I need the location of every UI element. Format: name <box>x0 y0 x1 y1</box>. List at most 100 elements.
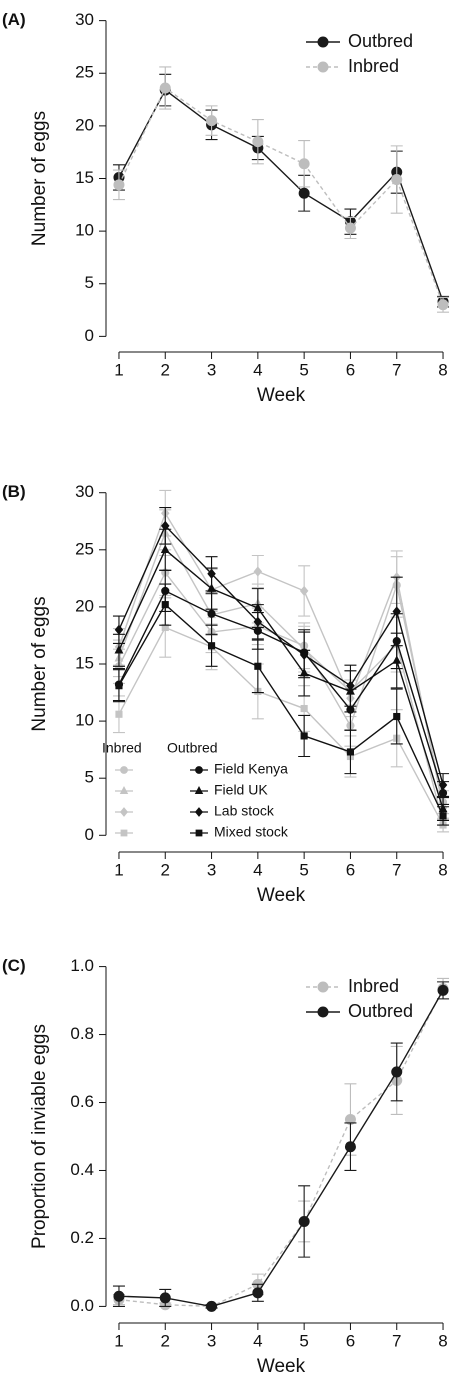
point <box>252 1287 264 1299</box>
y-tick-label: 0.6 <box>70 1092 94 1111</box>
series-line <box>118 990 444 1308</box>
y-tick-label: 0.2 <box>70 1228 94 1247</box>
y-tick-label: 30 <box>75 10 94 29</box>
legend-marker <box>120 766 128 774</box>
y-tick-label: 1.0 <box>70 956 94 975</box>
y-tick-label: 25 <box>75 63 94 82</box>
point <box>159 1292 171 1304</box>
x-tick-label: 5 <box>299 860 308 879</box>
point <box>344 222 356 234</box>
y-tick-label: 0.4 <box>70 1160 94 1179</box>
point <box>437 984 449 996</box>
point <box>206 1300 218 1312</box>
legend-marker <box>317 1006 329 1018</box>
series-line <box>118 511 444 809</box>
y-tick-label: 0.0 <box>70 1296 94 1315</box>
legend-marker <box>317 61 329 73</box>
point <box>300 704 308 713</box>
point <box>252 136 264 148</box>
point <box>392 655 402 664</box>
y-axis-title: Proportion of inviable eggs <box>29 1024 50 1249</box>
series-line <box>118 548 444 810</box>
x-tick-label: 4 <box>253 860 262 879</box>
series-line <box>118 86 444 306</box>
legend-marker <box>194 807 204 817</box>
y-axis-title: Number of eggs <box>29 596 50 731</box>
y-tick-label: 15 <box>75 653 94 672</box>
point <box>393 712 401 721</box>
point <box>344 1141 356 1153</box>
x-tick-label: 4 <box>253 1331 262 1350</box>
legend-label: Inbred <box>348 976 399 996</box>
point <box>298 187 310 199</box>
legend-label: Field Kenya <box>214 761 288 777</box>
legend-marker <box>195 829 203 837</box>
series-line <box>118 603 444 817</box>
legend-marker <box>195 766 203 774</box>
legend-label: Mixed stock <box>214 824 289 840</box>
y-tick-label: 0 <box>85 825 94 844</box>
point <box>299 649 309 660</box>
x-tick-label: 6 <box>346 360 355 379</box>
y-tick-label: 20 <box>75 115 94 134</box>
point <box>113 1290 125 1302</box>
x-tick-label: 6 <box>346 860 355 879</box>
y-tick-label: 5 <box>85 273 94 292</box>
point <box>115 682 123 690</box>
point <box>391 174 403 186</box>
y-tick-label: 0 <box>85 326 94 345</box>
point <box>439 812 447 820</box>
point <box>114 645 124 654</box>
point <box>207 568 216 579</box>
x-tick-label: 7 <box>392 360 401 379</box>
point <box>115 710 123 718</box>
series-line <box>118 89 444 302</box>
x-tick-label: 2 <box>161 360 170 379</box>
y-tick-label: 25 <box>75 539 94 558</box>
x-tick-label: 3 <box>207 360 216 379</box>
legend-label: Inbred <box>348 56 399 76</box>
point <box>298 1215 310 1227</box>
x-axis-title: Week <box>257 385 306 406</box>
x-tick-label: 8 <box>438 1331 447 1350</box>
point <box>299 585 309 597</box>
series-line <box>118 524 444 786</box>
point <box>391 1066 403 1078</box>
legend-marker <box>119 786 129 795</box>
x-tick-label: 3 <box>207 1331 216 1350</box>
series-line <box>118 571 444 803</box>
legend-label: Field UK <box>214 782 268 798</box>
point <box>437 299 449 311</box>
point <box>206 115 218 127</box>
x-tick-label: 3 <box>207 860 216 879</box>
y-tick-label: 10 <box>75 221 94 240</box>
point <box>160 544 170 554</box>
y-tick-label: 0.8 <box>70 1024 94 1043</box>
x-tick-label: 8 <box>438 360 447 379</box>
x-tick-label: 1 <box>114 1331 123 1350</box>
legend-marker <box>317 36 329 48</box>
x-tick-label: 2 <box>161 1331 170 1350</box>
x-tick-label: 5 <box>299 360 308 379</box>
point <box>346 680 355 691</box>
x-tick-label: 7 <box>392 860 401 879</box>
point <box>253 616 263 627</box>
point <box>161 520 170 531</box>
x-tick-label: 1 <box>114 360 123 379</box>
panel-label: (A) <box>2 10 26 29</box>
legend-header: Outbred <box>167 740 218 756</box>
point <box>207 642 216 650</box>
legend-label: Lab stock <box>214 803 275 819</box>
legend-label: Outbred <box>348 31 413 51</box>
point <box>207 609 216 618</box>
x-tick-label: 5 <box>299 1331 308 1350</box>
point <box>438 779 448 791</box>
point <box>300 732 308 740</box>
point <box>346 748 355 756</box>
legend-marker <box>119 807 129 817</box>
x-tick-label: 6 <box>346 1331 355 1350</box>
x-tick-label: 7 <box>392 1331 401 1350</box>
point <box>113 179 125 191</box>
panel-label: (B) <box>2 482 26 501</box>
y-tick-label: 10 <box>75 711 94 730</box>
